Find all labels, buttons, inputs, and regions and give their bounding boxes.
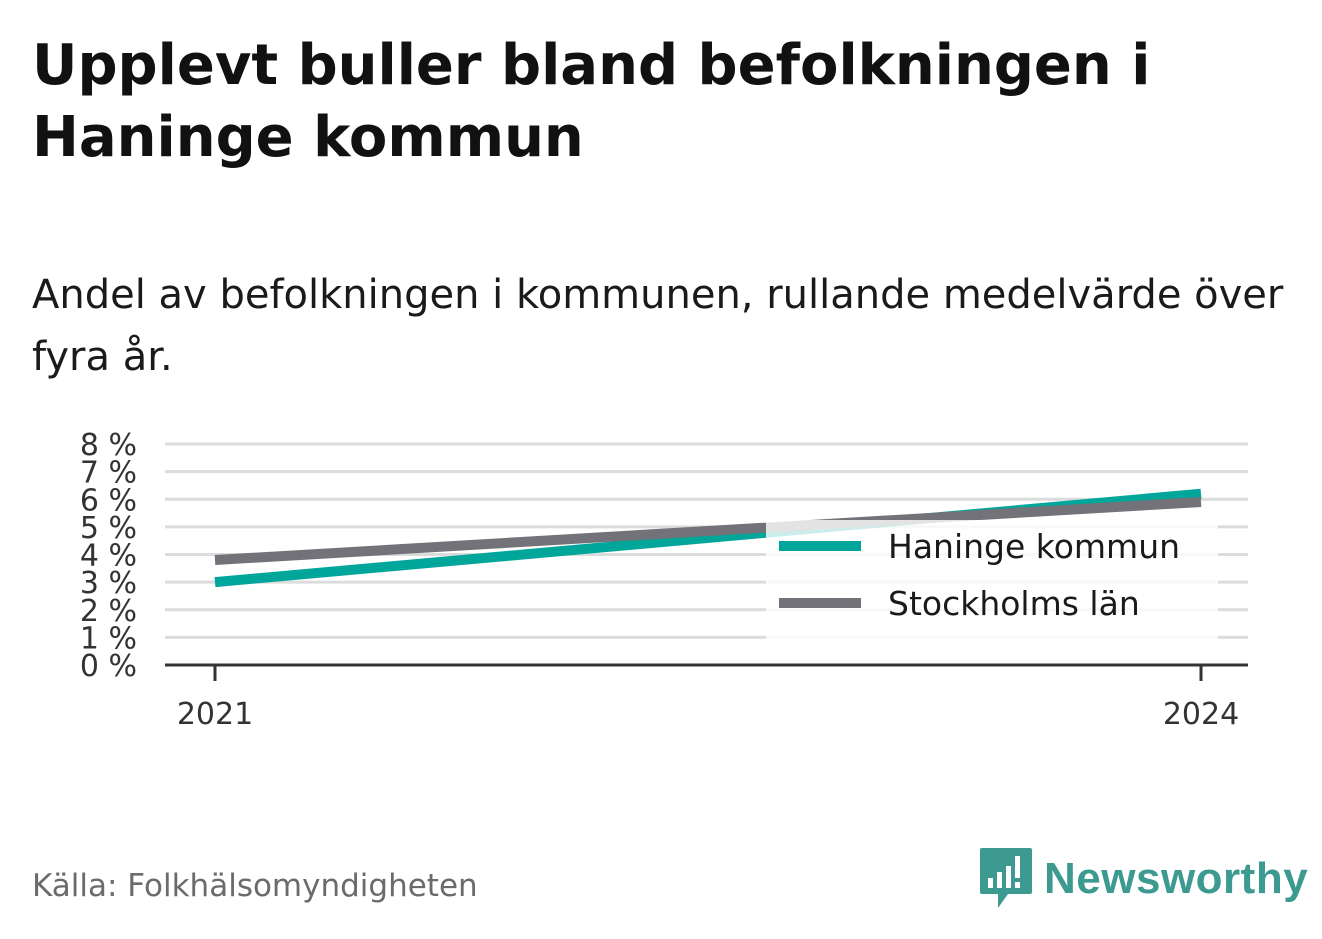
chart-subtitle: Andel av befolkningen i kommunen, rullan… (32, 272, 1284, 380)
brand-logo[interactable]: Newsworthy (980, 848, 1308, 910)
legend-label: Haninge kommun (888, 527, 1180, 566)
source-note: Källa: Folkhälsomyndigheten (32, 868, 478, 904)
y-tick-label: 6 % (80, 483, 137, 518)
y-tick-label: 2 % (80, 594, 137, 629)
x-tick-label: 2024 (1163, 697, 1239, 732)
y-tick-label: 3 % (80, 566, 137, 601)
y-tick-label: 8 % (80, 428, 137, 463)
y-tick-label: 1 % (80, 621, 137, 656)
y-tick-label: 4 % (80, 539, 137, 574)
chart-title: Upplevt buller bland befolkningen i Hani… (32, 33, 1151, 170)
y-tick-label: 7 % (80, 456, 137, 491)
y-tick-label: 5 % (80, 511, 137, 546)
legend-label: Stockholms län (888, 584, 1140, 623)
series-line-2 (214, 497, 1202, 566)
newsworthy-logo-icon (980, 848, 1032, 908)
x-tick-label: 2021 (177, 697, 253, 732)
y-tick-label: 0 % (80, 649, 137, 684)
legend-box (766, 520, 1218, 640)
brand-name: Newsworthy (1044, 854, 1309, 903)
